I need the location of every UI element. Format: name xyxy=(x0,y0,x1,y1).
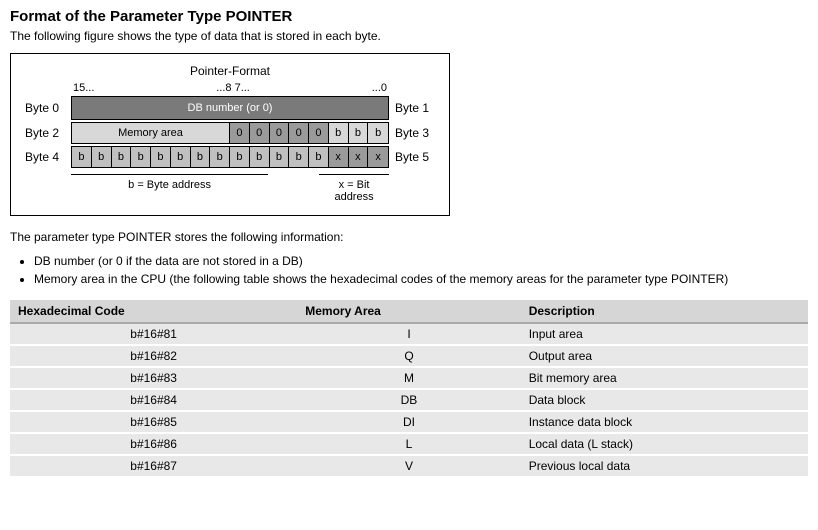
bit-cell: b xyxy=(250,147,270,167)
table-row: b#16#85DIInstance data block xyxy=(10,411,808,433)
cell-memory-area: I xyxy=(297,323,520,345)
bit-cell: x xyxy=(329,147,349,167)
bit-cell: x xyxy=(349,147,369,167)
cell-description: Input area xyxy=(521,323,808,345)
cell-hex-code: b#16#83 xyxy=(10,367,297,389)
bit-cell: b xyxy=(151,147,171,167)
table-row: b#16#84DBData block xyxy=(10,389,808,411)
table-row: b#16#86LLocal data (L stack) xyxy=(10,433,808,455)
cell-hex-code: b#16#85 xyxy=(10,411,297,433)
bit-cell: 0 xyxy=(309,123,329,143)
bit-cell: b xyxy=(230,147,250,167)
col-description: Description xyxy=(521,300,808,323)
legend-byte-address: b = Byte address xyxy=(71,174,268,203)
bit-label-8-7: ...8 7... xyxy=(216,82,250,94)
bit-cell: b xyxy=(92,147,112,167)
cell-memory-area: Q xyxy=(297,345,520,367)
cell-description: Data block xyxy=(521,389,808,411)
list-item: DB number (or 0 if the data are not stor… xyxy=(34,254,808,268)
db-number-span: DB number (or 0) xyxy=(72,97,388,119)
bit-cell: x xyxy=(368,147,388,167)
cell-memory-area: DB xyxy=(297,389,520,411)
byte-row-2-3: Byte 2 Memory area 0 0 0 0 0 b b b Byte … xyxy=(25,122,435,144)
cell-memory-area: M xyxy=(297,367,520,389)
byte-5-label: Byte 5 xyxy=(389,150,435,164)
memory-area-span: Memory area xyxy=(72,123,230,143)
cell-memory-area: L xyxy=(297,433,520,455)
memory-area-codes-table: Hexadecimal Code Memory Area Description… xyxy=(10,300,808,478)
figure-title: Pointer-Format xyxy=(25,64,435,78)
table-row: b#16#82QOutput area xyxy=(10,345,808,367)
table-row: b#16#83MBit memory area xyxy=(10,367,808,389)
page-heading: Format of the Parameter Type POINTER xyxy=(10,8,808,25)
cell-memory-area: DI xyxy=(297,411,520,433)
bit-cell: b xyxy=(289,147,309,167)
info-bullet-list: DB number (or 0 if the data are not stor… xyxy=(10,254,808,286)
byte-row-4-5: Byte 4 b b b b b b b b b b b b b x x x B… xyxy=(25,146,435,168)
bit-cell: 0 xyxy=(250,123,270,143)
cell-description: Bit memory area xyxy=(521,367,808,389)
pointer-format-figure: Pointer-Format 15... ...8 7... ...0 Byte… xyxy=(10,53,450,216)
col-memory-area: Memory Area xyxy=(297,300,520,323)
cell-description: Instance data block xyxy=(521,411,808,433)
bit-cell: b xyxy=(131,147,151,167)
cell-description: Previous local data xyxy=(521,455,808,477)
bit-label-15: 15... xyxy=(73,82,94,94)
cell-description: Output area xyxy=(521,345,808,367)
figure-legend: b = Byte address x = Bit address xyxy=(25,174,435,203)
cell-hex-code: b#16#82 xyxy=(10,345,297,367)
bit-cell: 0 xyxy=(289,123,309,143)
bit-cell: b xyxy=(72,147,92,167)
cell-memory-area: V xyxy=(297,455,520,477)
list-item: Memory area in the CPU (the following ta… xyxy=(34,272,808,286)
bit-label-0: ...0 xyxy=(372,82,387,94)
byte-4-label: Byte 4 xyxy=(25,150,71,164)
bit-cell: b xyxy=(210,147,230,167)
table-row: b#16#87VPrevious local data xyxy=(10,455,808,477)
cell-hex-code: b#16#86 xyxy=(10,433,297,455)
stores-info-text: The parameter type POINTER stores the fo… xyxy=(10,230,808,244)
col-hex-code: Hexadecimal Code xyxy=(10,300,297,323)
bit-cell: b xyxy=(368,123,388,143)
bit-cell: b xyxy=(191,147,211,167)
legend-bit-address: x = Bit address xyxy=(319,174,389,203)
cell-hex-code: b#16#84 xyxy=(10,389,297,411)
bit-cell: b xyxy=(112,147,132,167)
bit-cell: b xyxy=(349,123,369,143)
bit-position-header: 15... ...8 7... ...0 xyxy=(25,82,435,94)
cell-hex-code: b#16#87 xyxy=(10,455,297,477)
byte-1-label: Byte 1 xyxy=(389,101,435,115)
byte-3-label: Byte 3 xyxy=(389,126,435,140)
table-row: b#16#81IInput area xyxy=(10,323,808,345)
byte-row-0-1: Byte 0 DB number (or 0) Byte 1 xyxy=(25,96,435,120)
bit-cell: 0 xyxy=(270,123,290,143)
cell-description: Local data (L stack) xyxy=(521,433,808,455)
byte-0-label: Byte 0 xyxy=(25,101,71,115)
byte-2-label: Byte 2 xyxy=(25,126,71,140)
bit-cell: b xyxy=(329,123,349,143)
cell-hex-code: b#16#81 xyxy=(10,323,297,345)
bit-cell: b xyxy=(309,147,329,167)
intro-text: The following figure shows the type of d… xyxy=(10,29,808,43)
bit-cell: b xyxy=(270,147,290,167)
bit-cell: 0 xyxy=(230,123,250,143)
bit-cell: b xyxy=(171,147,191,167)
